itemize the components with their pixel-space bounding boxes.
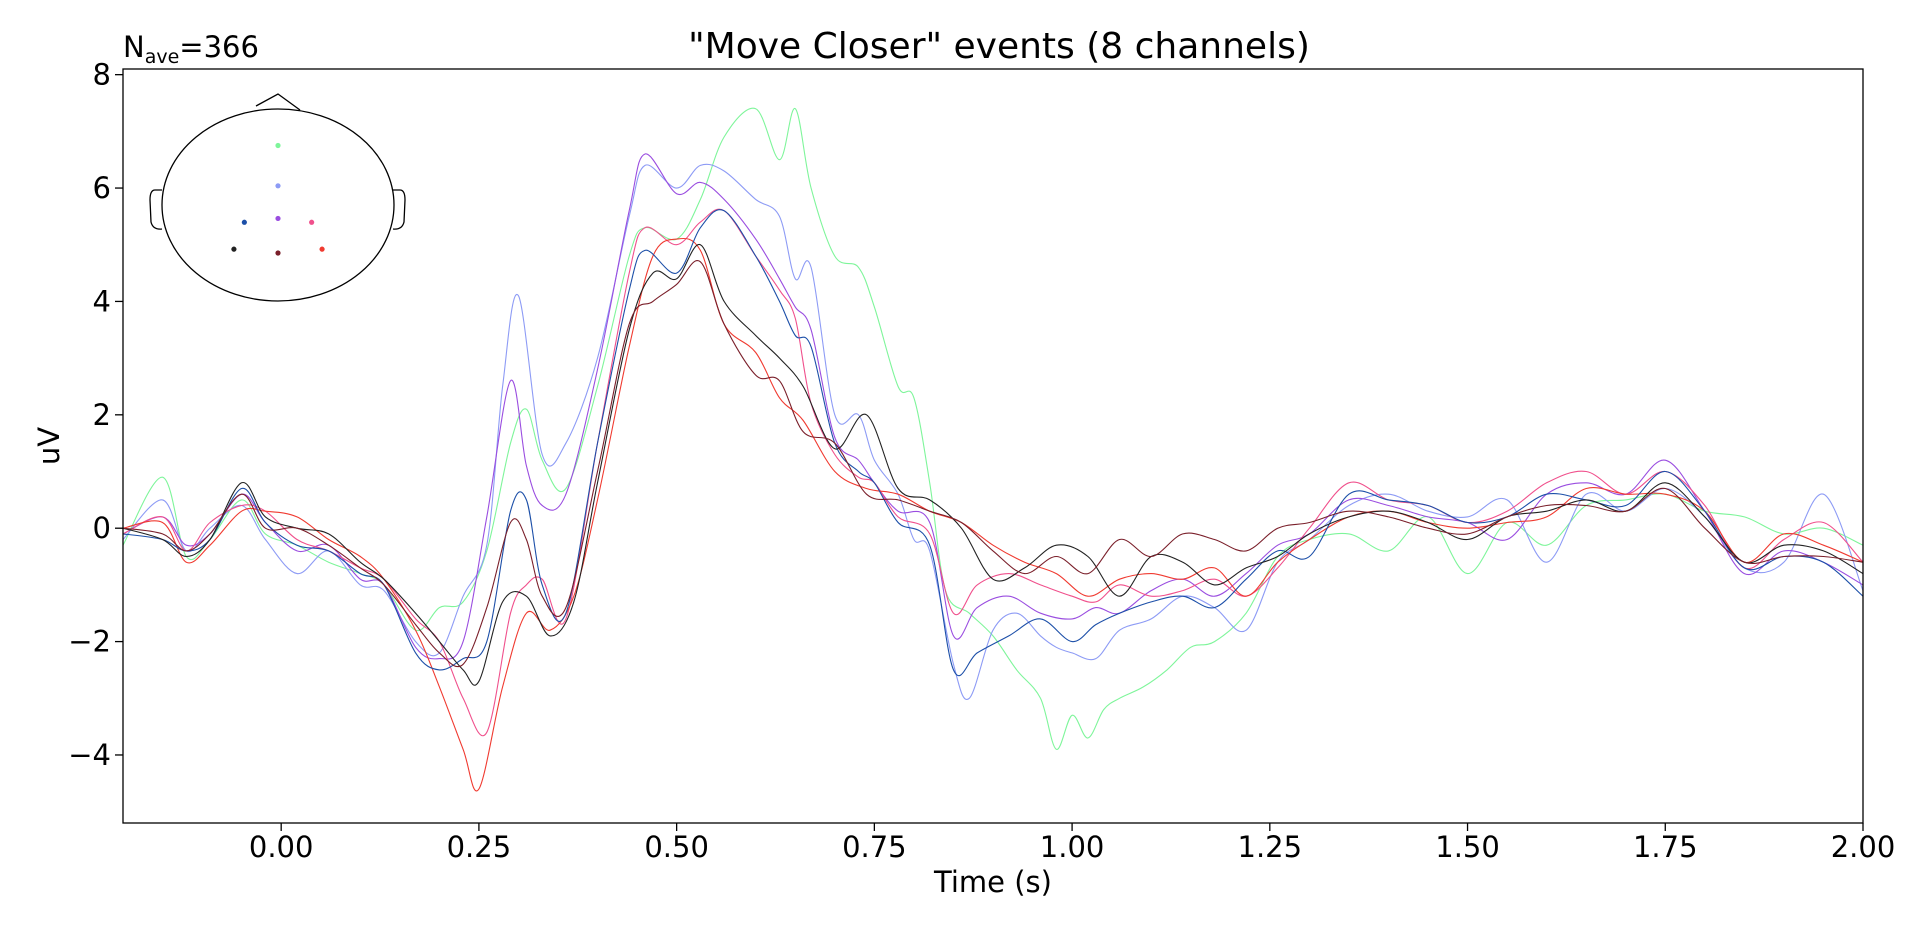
y-tick-label: −4 (68, 738, 111, 772)
x-tick-label: 1.75 (1633, 830, 1698, 864)
nave-annotation: Nave=366 (123, 30, 259, 68)
head-left-ear (149, 189, 163, 230)
y-tick-label: 8 (93, 58, 111, 92)
y-axis: −4 −2 0 2 4 6 8 (68, 58, 123, 772)
y-tick-label: 4 (93, 284, 111, 318)
nave-base: N (123, 30, 145, 64)
sensor-dot-4 (241, 219, 247, 225)
nave-subscript: ave (145, 46, 180, 68)
head-nose (255, 93, 301, 111)
head-outline (161, 108, 395, 302)
sensor-dot-7 (275, 250, 281, 256)
x-tick-label: 1.50 (1435, 830, 1500, 864)
sensor-dot-5 (309, 219, 315, 225)
series-line-8 (122, 260, 1864, 668)
y-tick-label: 0 (93, 511, 111, 545)
sensor-map-inset (149, 93, 406, 302)
series-lines (122, 107, 1864, 792)
x-tick-label: 0.50 (644, 830, 709, 864)
nave-value: =366 (179, 30, 259, 64)
sensor-dot-2 (275, 183, 281, 189)
x-tick-label: 0.75 (842, 830, 907, 864)
y-tick-label: 6 (93, 171, 111, 205)
series-line-5 (122, 237, 1864, 792)
series-line-4 (122, 208, 1864, 737)
x-tick-label: 1.00 (1040, 830, 1105, 864)
series-line-1 (122, 107, 1864, 750)
x-tick-label: 0.00 (249, 830, 314, 864)
x-tick-label: 0.25 (447, 830, 512, 864)
sensor-dot-3 (275, 215, 281, 222)
sensor-dots (231, 142, 325, 256)
chart-title: "Move Closer" events (8 channels) (688, 26, 1310, 67)
x-tick-label: 2.00 (1831, 830, 1896, 864)
series-line-3 (122, 153, 1864, 660)
head-right-ear (392, 189, 406, 230)
y-axis-label: uV (32, 427, 66, 465)
plot-frame (122, 68, 1864, 824)
x-tick-label: 1.25 (1238, 830, 1303, 864)
series-line-6 (122, 209, 1864, 677)
sensor-dot-1 (275, 142, 281, 149)
y-tick-label: −2 (68, 625, 111, 659)
y-tick-label: 2 (93, 398, 111, 432)
sensor-dot-6 (231, 246, 237, 252)
sensor-dot-8 (319, 246, 325, 252)
x-axis-label: Time (s) (933, 865, 1052, 899)
x-axis: 0.00 0.25 0.50 0.75 1.00 1.25 1.50 1.75 2.00 (249, 823, 1895, 864)
series-line-7 (122, 244, 1864, 686)
